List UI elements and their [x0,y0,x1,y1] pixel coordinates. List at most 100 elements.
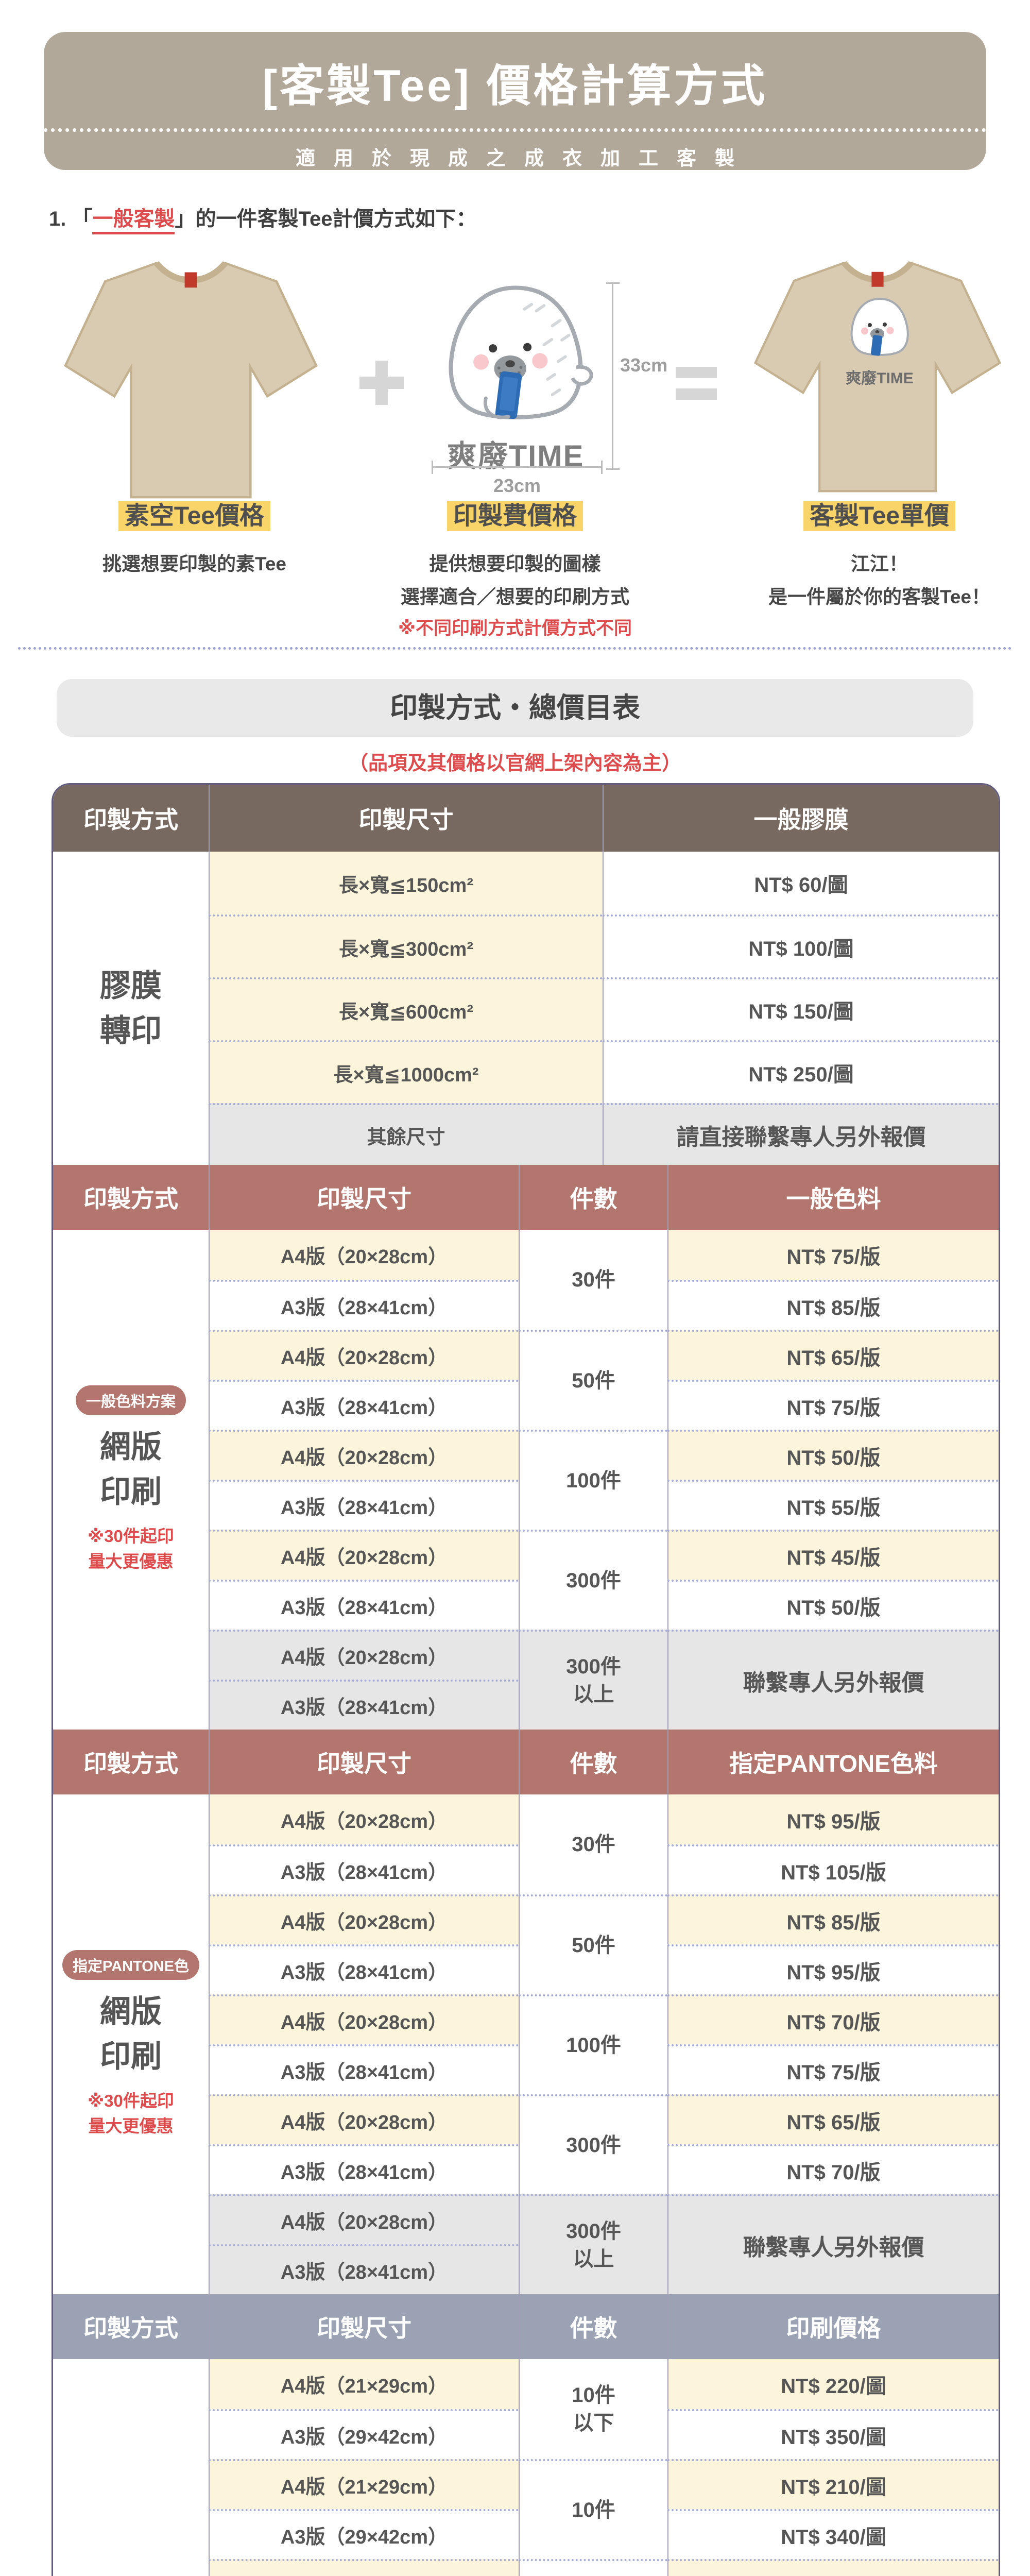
method-note-line: ※30件起印 [88,1526,174,1546]
intro-number: 1. [49,208,66,230]
column-header: 件數 [519,1730,667,1794]
qty-line: 30件 [572,1833,615,1856]
price-section-subtitle: （品項及其價格以官網上架內容為主） [348,753,681,774]
price-cell: NT$ 210/圖 [667,2459,999,2509]
size-cell: A4版（20×28cm） [209,1894,519,1944]
size-cell: A4版（20×28cm） [209,2094,519,2144]
qty-cell: 100件 [519,1994,667,2094]
price-cell: NT$ 50/版 [667,1580,999,1630]
qty-line: 50件 [572,1369,615,1392]
card-desc-line: 是一件屬於你的客製Tee！ [768,586,990,607]
qty-cell: 30件 [519,1794,667,1894]
column-header: 印製方式 [53,785,209,852]
tee-print-caption: 爽廢TIME [846,370,914,387]
column-header: 印製尺寸 [209,2294,519,2359]
price-cell: NT$ 85/版 [667,1280,999,1330]
qty-cell: 300件 [519,2094,667,2194]
price-cell: 聯繫專人另外報價 [667,2194,999,2294]
card-desc-line: 提供想要印製的圖樣 [429,553,601,575]
size-cell: 其餘尺寸 [209,1103,603,1165]
method-badge: 一般色料方案 [75,1385,186,1415]
size-cell: A4版（21×29cm） [209,2459,519,2509]
method-note-line: ※30件起印 [88,2091,174,2110]
size-cell: A4版（20×28cm） [209,1794,519,1844]
column-header: 印製尺寸 [209,1165,519,1230]
method-name-line: 印刷 [100,2039,162,2074]
intro-bracket-open: 「 [72,208,93,230]
price-table-section: 印製方式 印製尺寸 一般膠膜 膠膜 轉印 長×寬≦150cm² NT$ 60/圖 長×寬≦30… [53,785,999,1165]
card-title: 素空Tee價格 [118,501,271,532]
design-caption: 爽廢TIME [447,439,585,473]
column-header: 一般色料 [667,1165,999,1230]
size-cell: A4版（21×29cm） [209,2559,519,2576]
card-desc-line: 選擇適合／想要的印刷方式 [401,586,629,607]
price-cell: NT$ 85/版 [667,1894,999,1944]
qty-line: 300件 [566,1655,621,1678]
method-note: ※30件起印 量大更優惠 [88,1523,174,1574]
price-cell: 請直接聯繫專人另外報價 [603,1103,999,1165]
method-badge: 指定PANTONE色 [62,1950,200,1980]
price-cell: NT$ 95/版 [667,1944,999,1994]
qty-line: 以上 [573,2248,614,2270]
price-cell: NT$ 150/圖 [603,977,999,1040]
price-table: 印製方式 印製尺寸 一般膠膜 膠膜 轉印 長×寬≦150cm² NT$ 60/圖 長×寬≦30… [52,783,1000,2576]
size-cell: A3版（29×42cm） [209,2509,519,2559]
qty-cell: 300件 以上 [519,2194,667,2294]
method-name: 網版 印刷 [100,1989,162,2079]
price-cell: NT$ 105/版 [667,1844,999,1894]
card-title: 印製費價格 [447,501,583,532]
qty-line: 10件 [572,2499,615,2521]
price-cell: NT$ 65/版 [667,1330,999,1380]
price-cell: NT$ 250/圖 [603,1040,999,1103]
blank-tee-illustration [64,261,318,499]
qty-cell: 30件 [519,1230,667,1330]
plus-icon [359,361,404,405]
size-cell: A3版（28×41cm） [209,2144,519,2194]
size-cell: A4版（20×28cm） [209,1994,519,2044]
size-cell: A3版（29×42cm） [209,2409,519,2459]
seal-mascot-illustration [449,285,593,419]
method-name: 網版 印刷 [100,1425,162,1514]
seal-print-illustration [850,297,909,357]
price-cell: NT$ 220/圖 [667,2359,999,2409]
card-desc-line: 江江！ [851,553,908,575]
tee-tag [184,272,197,288]
width-measure-label: 23cm [493,475,541,496]
card-title: 客製Tee單價 [803,501,956,532]
qty-line: 300件 [566,2134,621,2157]
qty-cell: 20件 [519,2559,667,2576]
method-name-line: 網版 [100,1429,162,1464]
price-table-section: 印製方式 印製尺寸 件數 一般色料 一般色料方案 網版 印刷 ※30件起印 量大更優惠 A4版（2… [53,1165,999,1730]
method-cell: 一般色料方案網版 印刷 ※30件起印 量大更優惠 [53,1230,209,1730]
method-name-line: 轉印 [100,1013,162,1048]
column-header: 件數 [519,2294,667,2359]
qty-cell: 10件 [519,2459,667,2559]
printed-tee-illustration [753,261,1002,493]
size-cell: A3版（28×41cm） [209,1844,519,1894]
intro-keyword: 一般客製 [92,208,175,234]
price-cell: NT$ 50/版 [667,1430,999,1480]
width-measure-line [432,461,603,474]
card-blank-tee-price: 素空Tee價格 挑選想要印製的素Tee [46,501,342,581]
size-cell: A4版（20×28cm） [209,1530,519,1580]
qty-line: 以上 [573,1683,614,1706]
banner: [客製Tee] 價格計算方式 適用於現成之成衣加工客製 [44,32,986,170]
qty-cell: 300件 [519,1530,667,1630]
height-measure-line [606,282,620,470]
qty-cell: 10件 以下 [519,2359,667,2459]
column-header: 件數 [519,1165,667,1230]
price-cell: NT$ 190/圖 [667,2559,999,2576]
method-note-line: 量大更優惠 [88,1552,174,1571]
qty-cell: 50件 [519,1330,667,1430]
price-table-section: 印製方式印製尺寸件數印刷價格數位直噴A4版（21×29cm） NT$ 220/圖 A… [53,2294,999,2576]
size-cell: A4版（20×28cm） [209,1230,519,1280]
size-cell: A4版（21×29cm） [209,2359,519,2409]
qty-line: 100件 [566,2034,621,2057]
column-header: 印製方式 [53,1730,209,1794]
size-cell: A3版（28×41cm） [209,2044,519,2094]
size-cell: A4版（20×28cm） [209,1430,519,1480]
size-cell: A3版（28×41cm） [209,2244,519,2294]
intro-rest: 」的一件客製Tee計價方式如下： [175,208,477,230]
price-cell: NT$ 75/版 [667,2044,999,2094]
